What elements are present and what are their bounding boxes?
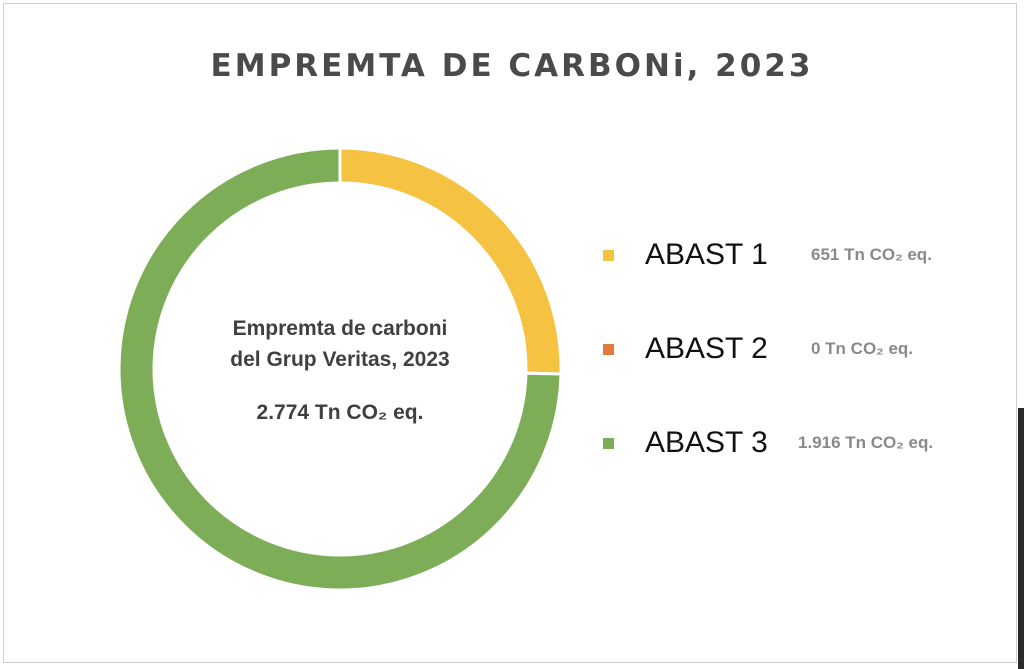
center-label-line1: Empremta de carboni bbox=[232, 317, 448, 340]
edge-divider bbox=[1018, 408, 1024, 669]
legend-swatch-abast-2 bbox=[603, 343, 614, 355]
legend-label-abast-2: ABAST 2 bbox=[645, 332, 768, 365]
legend-value-abast-3: 1.916 Tn CO₂ eq. bbox=[798, 433, 934, 452]
center-label: Empremta de carboni del Grup Veritas, 20… bbox=[190, 313, 490, 425]
donut-slices bbox=[117, 146, 563, 592]
legend-label-abast-1: ABAST 1 bbox=[645, 238, 768, 271]
legend-item-abast-2: ABAST 2 0 Tn CO₂ eq. bbox=[603, 329, 913, 369]
legend-swatch-abast-1 bbox=[603, 249, 614, 261]
legend-value-abast-1: 651 Tn CO₂ eq. bbox=[811, 245, 932, 264]
legend-value-abast-2: 0 Tn CO₂ eq. bbox=[811, 339, 914, 358]
legend-swatch-abast-3 bbox=[603, 437, 614, 449]
legend-label-abast-3: ABAST 3 bbox=[645, 426, 768, 459]
chart-frame bbox=[3, 3, 1017, 663]
legend-item-abast-3: ABAST 3 1.916 Tn CO₂ eq. bbox=[603, 423, 933, 463]
legend-item-abast-1: ABAST 1 651 Tn CO₂ eq. bbox=[603, 235, 932, 275]
center-label-line2: del Grup Veritas, 2023 bbox=[230, 348, 450, 371]
center-total: 2.774 Tn CO₂ eq. bbox=[256, 401, 424, 424]
donut-slice-abast-3 bbox=[117, 146, 563, 592]
chart-title: EMPREMTA DE CARBONi, 2023 bbox=[210, 48, 814, 84]
